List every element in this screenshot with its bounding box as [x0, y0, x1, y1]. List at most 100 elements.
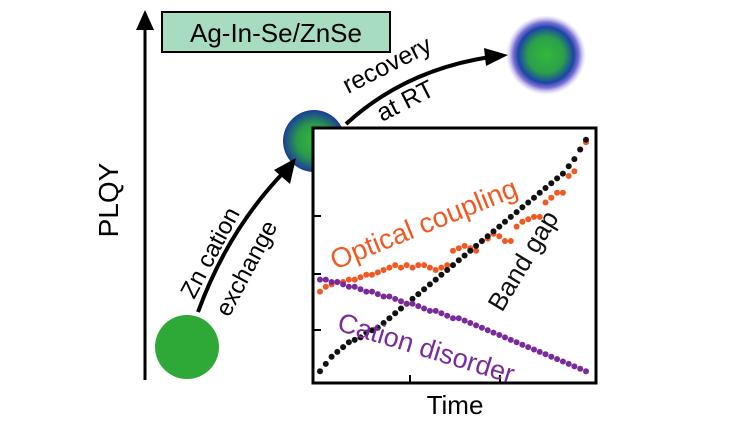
band-gap-point — [369, 327, 375, 334]
band-gap-point — [548, 180, 555, 187]
optical-coupling-point — [386, 264, 393, 271]
cation-disorder-point — [345, 283, 352, 290]
band-gap-point — [554, 175, 561, 182]
cation-disorder-point — [548, 353, 555, 360]
optical-coupling-point — [374, 269, 381, 276]
band-gap-point — [357, 334, 364, 341]
optical-coupling-point — [513, 223, 520, 230]
cation-disorder-point — [484, 327, 491, 334]
optical-coupling-point — [571, 168, 578, 175]
cation-disorder-point — [571, 363, 578, 370]
optical-coupling-point — [322, 283, 329, 290]
cation-disorder-point — [438, 310, 445, 317]
band-gap-point — [421, 286, 428, 293]
cation-disorder-point — [351, 283, 358, 290]
optical-coupling-point — [502, 238, 508, 244]
cation-disorder-point — [496, 332, 503, 338]
cation-disorder-point — [559, 358, 566, 365]
band-gap-point — [536, 189, 543, 196]
inset-chart-marks — [317, 136, 589, 375]
cation-disorder-point — [565, 360, 572, 367]
cation-disorder-point — [403, 300, 410, 307]
band-gap-point — [565, 163, 572, 170]
band-gap-point — [583, 136, 589, 143]
cation-disorder-point — [322, 276, 329, 283]
cation-disorder-point — [409, 300, 416, 307]
band-gap-point — [531, 194, 537, 201]
band-gap-point — [363, 329, 370, 336]
cation-disorder-point — [340, 281, 347, 288]
cation-disorder-point — [432, 307, 439, 314]
band-gap-point — [450, 262, 456, 269]
band-gap-point — [513, 209, 520, 216]
cation-disorder-point — [380, 293, 387, 300]
optical-coupling-point — [565, 173, 572, 179]
optical-coupling-point — [421, 262, 428, 269]
optical-coupling-point — [380, 267, 387, 273]
recovery-arrow-head — [484, 48, 508, 66]
band-gap-point — [502, 218, 508, 225]
band-gap-point — [455, 257, 462, 264]
optical-coupling-point — [415, 262, 422, 269]
optical-coupling-point — [461, 242, 468, 249]
exchange-arrow-head — [274, 158, 296, 184]
band-gap-point — [351, 336, 358, 343]
cation-disorder-point — [536, 348, 543, 355]
band-gap-point — [415, 291, 422, 298]
cation-disorder-point — [461, 317, 468, 324]
optical-coupling-point — [369, 271, 375, 278]
cation-disorder-point — [357, 286, 364, 293]
cation-disorder-point — [328, 279, 335, 285]
cation-disorder-point — [415, 303, 422, 310]
band-gap-point — [519, 204, 526, 211]
glowing-nanocrystal — [506, 15, 586, 95]
cation-disorder-point — [455, 315, 462, 322]
cation-disorder-point — [467, 320, 474, 326]
optical-coupling-point — [554, 189, 561, 196]
cation-disorder-point — [444, 312, 451, 319]
cation-disorder-point — [450, 315, 456, 322]
band-gap-point — [386, 315, 393, 322]
optical-coupling-point — [525, 216, 532, 223]
band-gap-point — [478, 238, 485, 244]
band-gap-point — [490, 228, 497, 235]
band-gap-point — [438, 271, 445, 278]
cation-disorder-point — [421, 305, 428, 312]
band-gap-point — [426, 281, 433, 288]
band-gap-point — [322, 360, 329, 367]
band-gap-point — [461, 252, 468, 259]
band-gap-point — [392, 310, 399, 317]
optical-coupling-point — [455, 245, 462, 252]
cation-disorder-point — [473, 322, 480, 329]
optical-coupling-point — [426, 264, 433, 271]
cation-disorder-point — [478, 324, 485, 331]
band-gap-point — [496, 223, 503, 230]
optical-coupling-point — [345, 276, 352, 283]
optical-coupling-point — [438, 264, 445, 271]
optical-coupling-point — [507, 238, 514, 244]
cation-disorder-point — [363, 288, 370, 295]
optical-coupling-point — [496, 233, 503, 240]
plqy-axis-label: PLQY — [93, 162, 124, 237]
cation-disorder-point — [542, 351, 549, 358]
title-box-text: Ag-In-Se/ZnSe — [190, 18, 362, 48]
cation-disorder-point — [583, 368, 589, 375]
band-gap-point — [398, 305, 404, 312]
optical-coupling-point — [519, 218, 526, 225]
band-gap-point — [345, 339, 352, 346]
band-gap-point — [444, 267, 451, 273]
cation-disorder-point — [426, 307, 433, 314]
cation-disorder-point — [507, 336, 514, 343]
cation-disorder-point — [519, 341, 526, 348]
cation-disorder-point — [502, 334, 508, 341]
cation-disorder-point — [386, 293, 393, 300]
band-gap-point — [577, 146, 584, 153]
cation-disorder-point — [317, 276, 323, 283]
band-gap-point — [432, 276, 439, 283]
time-axis-label: Time — [427, 390, 484, 420]
cation-disorder-point — [577, 365, 584, 372]
band-gap-point — [525, 199, 532, 206]
band-gap-point — [340, 344, 347, 351]
recovery-arrow-line — [344, 55, 491, 126]
